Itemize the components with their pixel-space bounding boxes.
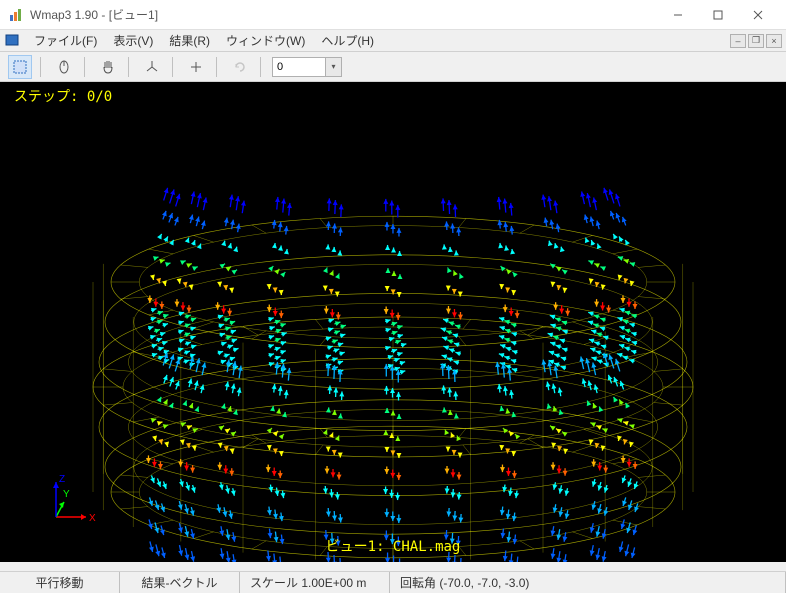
mouse-tool-button[interactable] [52, 55, 76, 79]
step-combo-value: 0 [277, 61, 283, 73]
refresh-tool-button[interactable] [228, 55, 252, 79]
mdi-minimize-button[interactable]: – [730, 34, 746, 48]
menu-window[interactable]: ウィンドウ(W) [218, 30, 313, 51]
toolbar-separator [260, 57, 264, 77]
view-label: ビュー1: CHAL.mag [0, 536, 786, 556]
vector-field-visualization [0, 82, 786, 562]
menu-help[interactable]: ヘルプ(H) [313, 30, 382, 51]
toolbar-separator [40, 57, 44, 77]
mdi-restore-button[interactable]: ❐ [748, 34, 764, 48]
close-button[interactable] [738, 1, 778, 29]
menu-file[interactable]: ファイル(F) [26, 30, 105, 51]
status-result[interactable]: 結果-ベクトル [120, 572, 240, 593]
step-combo[interactable]: 0 ▾ [272, 57, 342, 77]
maximize-button[interactable] [698, 1, 738, 29]
status-rotation[interactable]: 回転角 (-70.0, -7.0, -3.0) [390, 572, 786, 593]
step-label: ステップ: 0/0 [14, 86, 112, 106]
titlebar: Wmap3 1.90 - [ビュー1] [0, 0, 786, 30]
toolbar-separator [216, 57, 220, 77]
pan-tool-button[interactable] [96, 55, 120, 79]
mdi-close-button[interactable]: × [766, 34, 782, 48]
document-icon [4, 33, 20, 49]
status-mode[interactable]: 平行移動 [0, 572, 120, 593]
select-tool-button[interactable] [8, 55, 32, 79]
menu-view[interactable]: 表示(V) [105, 30, 161, 51]
minimize-button[interactable] [658, 1, 698, 29]
chevron-down-icon: ▾ [325, 58, 341, 76]
mdi-controls: – ❐ × [730, 34, 782, 48]
viewport-3d[interactable]: ステップ: 0/0 ビュー1: CHAL.mag X Y Z [0, 82, 786, 562]
axis-tool-button[interactable] [140, 55, 164, 79]
toolbar-separator [84, 57, 88, 77]
status-scale[interactable]: スケール 1.00E+00 m [240, 572, 390, 593]
app-icon [8, 7, 24, 23]
window-title: Wmap3 1.90 - [ビュー1] [30, 6, 658, 23]
toolbar: 0 ▾ [0, 52, 786, 82]
menu-result[interactable]: 結果(R) [161, 30, 218, 51]
statusbar: 平行移動 結果-ベクトル スケール 1.00E+00 m 回転角 (-70.0,… [0, 571, 786, 593]
toolbar-separator [172, 57, 176, 77]
menubar: ファイル(F) 表示(V) 結果(R) ウィンドウ(W) ヘルプ(H) – ❐ … [0, 30, 786, 52]
toolbar-separator [128, 57, 132, 77]
grid-tool-button[interactable] [184, 55, 208, 79]
